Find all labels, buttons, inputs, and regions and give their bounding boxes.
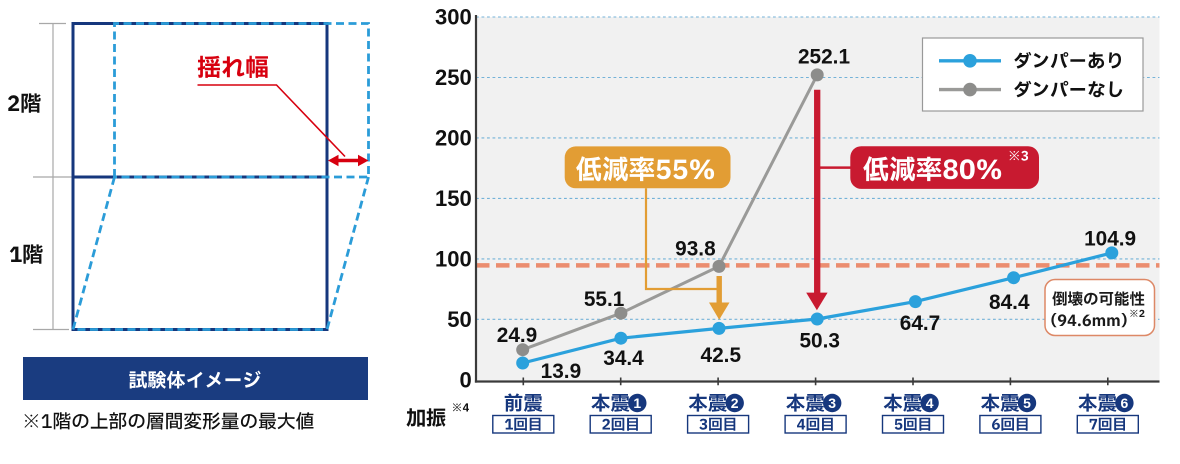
- svg-text:84.4: 84.4: [989, 291, 1030, 314]
- svg-text:4: 4: [926, 395, 934, 411]
- svg-text:0: 0: [459, 367, 471, 392]
- svg-text:6: 6: [1121, 395, 1129, 411]
- svg-text:2: 2: [731, 395, 739, 411]
- svg-text:24.9: 24.9: [497, 324, 537, 347]
- svg-text:250: 250: [435, 65, 472, 90]
- svg-text:55.1: 55.1: [584, 288, 624, 311]
- svg-text:200: 200: [435, 126, 472, 151]
- svg-text:50: 50: [447, 307, 471, 332]
- svg-text:1: 1: [633, 395, 641, 411]
- svg-text:100: 100: [435, 247, 472, 272]
- svg-text:5: 5: [1023, 395, 1031, 411]
- svg-text:93.8: 93.8: [675, 238, 715, 261]
- svg-text:64.7: 64.7: [900, 312, 940, 335]
- svg-text:252.1: 252.1: [798, 46, 850, 69]
- svg-text:13.9: 13.9: [541, 360, 581, 383]
- svg-text:42.5: 42.5: [701, 344, 741, 367]
- svg-text:50.3: 50.3: [799, 330, 839, 353]
- svg-text:300: 300: [435, 5, 472, 30]
- svg-text:104.9: 104.9: [1084, 228, 1136, 251]
- svg-text:150: 150: [435, 186, 472, 211]
- svg-text:34.4: 34.4: [603, 347, 644, 370]
- svg-text:3: 3: [828, 395, 836, 411]
